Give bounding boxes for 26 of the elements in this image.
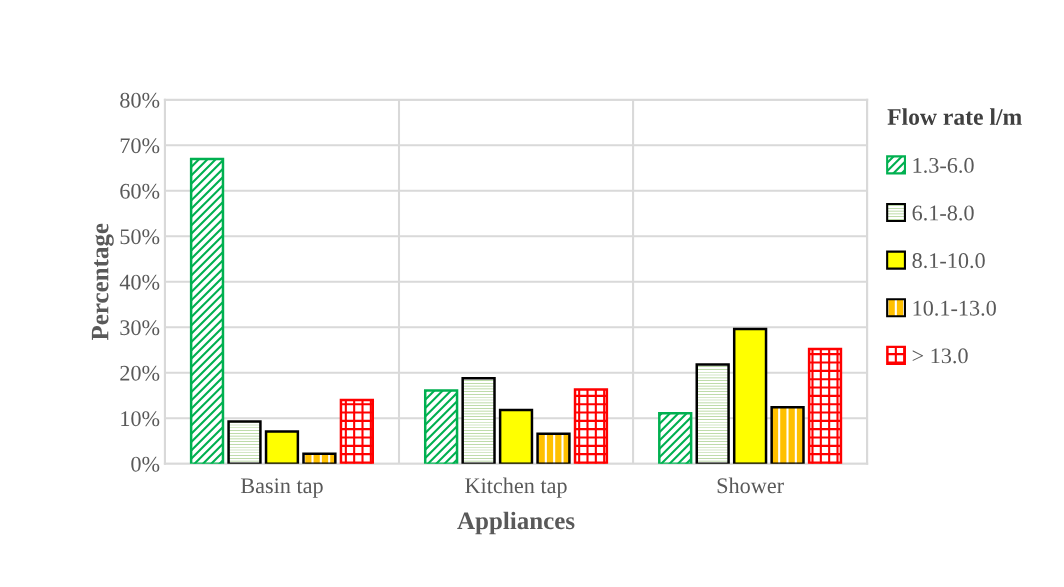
bar	[658, 411, 693, 464]
y-tick-label: 30%	[120, 320, 160, 336]
bar	[807, 347, 843, 464]
legend-title: Flow rate l/m	[887, 108, 1022, 125]
y-tick-label: 70%	[120, 138, 160, 154]
y-tick-label: 0%	[131, 456, 160, 472]
bar	[423, 389, 459, 464]
y-tick-label: 50%	[120, 229, 160, 245]
x-axis-title: Appliances	[457, 511, 575, 535]
y-tick-label: 40%	[119, 274, 160, 290]
y-tick-label: 10%	[121, 411, 160, 427]
x-tick-label: Kitchen tap	[465, 477, 567, 498]
legend-label: 8.1-10.0	[912, 253, 985, 269]
y-tick-label: 80%	[120, 92, 160, 108]
y-tick-label: 60%	[120, 183, 160, 199]
legend-label: 1.3-6.0	[913, 157, 974, 173]
bar	[339, 398, 375, 464]
x-tick-label: Shower	[717, 477, 784, 494]
legend-label: 10.1-13.0	[913, 300, 996, 316]
legend-label: 6.1-8.0	[912, 205, 974, 221]
y-axis-title: Percentage	[91, 223, 114, 341]
bar	[189, 157, 225, 464]
legend-label: > 13.0	[912, 348, 968, 364]
bar	[573, 388, 609, 464]
y-tick-label: 20%	[120, 365, 160, 381]
x-tick-label: Basin tap	[240, 478, 323, 498]
